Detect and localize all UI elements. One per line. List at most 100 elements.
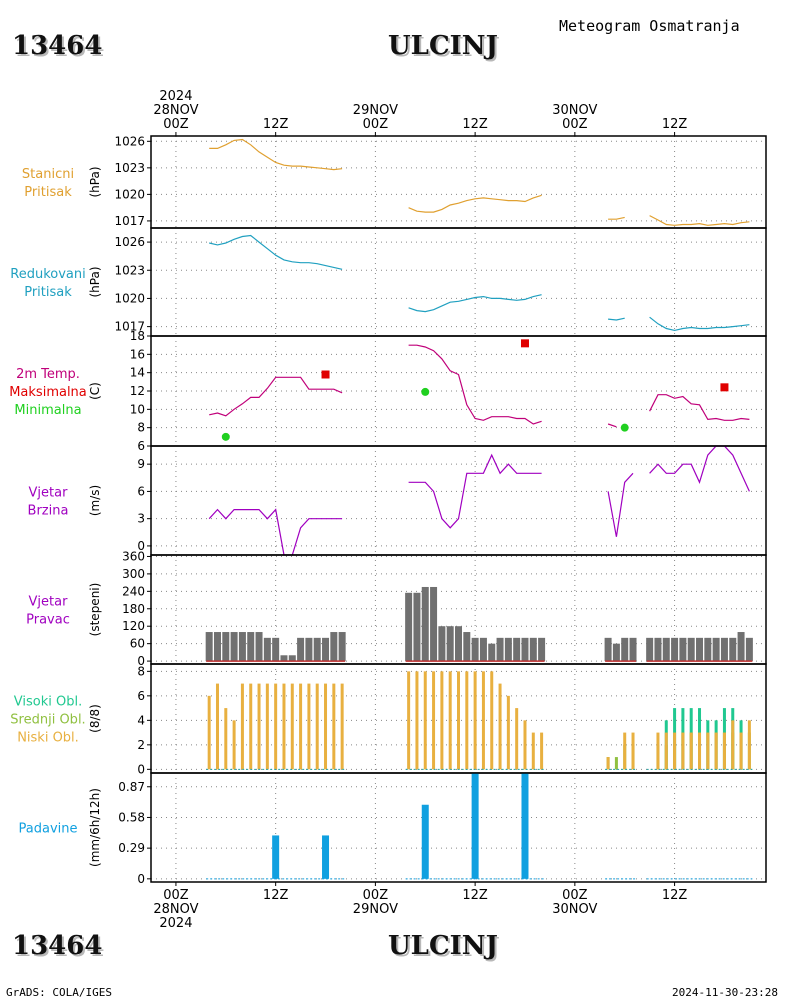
panel-redukovani: 1017 1020 1023 1026 (hPa)Redukovani Pritisak bbox=[10, 227, 767, 337]
panel-label: Maksimalna bbox=[9, 385, 87, 400]
vjetar_pravac-bar bbox=[438, 626, 446, 662]
y-tick-label: 0.87 bbox=[118, 780, 145, 794]
footer-station-name: ULCINJ bbox=[388, 931, 498, 961]
panel-label: Pritisak bbox=[24, 285, 72, 300]
vjetar_pravac-bar bbox=[704, 637, 712, 662]
oblacnost-bar bbox=[656, 732, 660, 770]
vjetar_pravac-bar bbox=[263, 637, 271, 662]
y-axis-label: (hPa) bbox=[88, 166, 102, 197]
panel-padavine: 0 0.29 0.58 0.87 (mm/6h/12h) Padavine bbox=[19, 772, 767, 886]
panel-vjetar_pravac: 0 60 120 180 240 300 360 (stepeni) Vjetar Pravac bbox=[26, 549, 767, 668]
oblacnost-bar bbox=[440, 671, 444, 770]
panel-label: Visoki Obl. bbox=[14, 695, 82, 710]
time-axis-label: 28NOV bbox=[153, 902, 198, 917]
vjetar_pravac-bar bbox=[238, 632, 246, 662]
oblacnost-bar bbox=[332, 683, 336, 770]
oblacnost-bar bbox=[706, 732, 710, 770]
y-tick-label: 4 bbox=[137, 713, 145, 727]
oblacnost-bar bbox=[232, 720, 236, 770]
vjetar_pravac-bar bbox=[521, 637, 529, 662]
panel-frame bbox=[150, 135, 767, 229]
vjetar_pravac-bar bbox=[604, 637, 612, 662]
vjetar_pravac-bar bbox=[621, 637, 629, 662]
time-axis-label: 28NOV bbox=[153, 103, 198, 118]
redukovani-series-line bbox=[408, 294, 542, 313]
oblacnost-bar bbox=[299, 683, 303, 770]
y-tick-label: 180 bbox=[122, 602, 145, 616]
y-tick-label: 12 bbox=[130, 384, 145, 398]
oblacnost-bar bbox=[631, 732, 635, 770]
panel-label: Pritisak bbox=[24, 185, 72, 200]
y-axis-label: (C) bbox=[88, 382, 102, 400]
vjetar_pravac-bar bbox=[538, 637, 546, 662]
y-tick-label: 3 bbox=[137, 512, 145, 526]
y-tick-label: 1023 bbox=[114, 263, 145, 277]
vjetar_pravac-bar bbox=[737, 632, 745, 662]
time-axis-label: 00Z bbox=[363, 117, 389, 132]
oblacnost-bar bbox=[515, 708, 519, 770]
panel-label: Stanicni bbox=[22, 167, 74, 182]
vjetar_pravac-bar bbox=[421, 586, 429, 662]
vjetar_pravac-bar bbox=[629, 637, 637, 662]
y-tick-label: 14 bbox=[130, 366, 145, 380]
y-tick-label: 120 bbox=[122, 619, 145, 633]
vjetar_pravac-bar bbox=[222, 632, 230, 662]
y-tick-label: 1017 bbox=[114, 214, 145, 228]
station-id-shadow: 13464 bbox=[14, 33, 104, 63]
oblacnost-bar bbox=[215, 683, 219, 770]
y-tick-label: 1020 bbox=[114, 291, 145, 305]
station-name-shadow: ULCINJ bbox=[390, 33, 500, 63]
panel-frame bbox=[150, 772, 767, 883]
y-tick-label: 9 bbox=[137, 457, 145, 471]
y-tick-label: 0 bbox=[137, 539, 145, 553]
y-tick-label: 16 bbox=[130, 347, 145, 361]
padavine-bar bbox=[272, 835, 280, 879]
oblacnost-bar bbox=[465, 671, 469, 770]
oblacnost-bar bbox=[739, 732, 743, 770]
y-tick-label: 240 bbox=[122, 584, 145, 598]
vjetar_pravac-bar bbox=[488, 643, 496, 662]
y-tick-label: 1020 bbox=[114, 187, 145, 201]
panels: 1017 1020 1023 1026 (hPa) Stanicni Pritisak 101… bbox=[9, 134, 767, 886]
time-axis-label: 2024 bbox=[159, 89, 192, 104]
vjetar_pravac-bar bbox=[288, 655, 296, 662]
station-name: ULCINJ bbox=[388, 31, 498, 61]
padavine-bar bbox=[421, 804, 429, 879]
redukovani-series-line bbox=[608, 317, 625, 321]
y-tick-label: 6 bbox=[137, 689, 145, 703]
oblacnost-bar bbox=[614, 757, 618, 770]
oblacnost-bar bbox=[448, 671, 452, 770]
panel-label: Pravac bbox=[26, 613, 70, 628]
timestamp-text: 2024-11-30-23:28 bbox=[672, 986, 778, 999]
oblacnost-bar bbox=[664, 732, 668, 770]
vjetar_pravac-bar bbox=[612, 643, 620, 662]
y-tick-label: 1026 bbox=[114, 235, 145, 249]
oblacnost-bar bbox=[432, 671, 436, 770]
temperatura-series-line bbox=[209, 376, 343, 417]
max-temp-point bbox=[520, 339, 529, 348]
time-axis-label: 00Z bbox=[163, 888, 189, 903]
oblacnost-bar bbox=[681, 732, 685, 770]
vjetar_pravac-bar bbox=[513, 637, 521, 662]
y-tick-label: 1017 bbox=[114, 320, 145, 334]
time-axis-label: 12Z bbox=[462, 888, 488, 903]
station-id: 13464 bbox=[12, 31, 102, 61]
min-temp-point bbox=[221, 432, 230, 441]
oblacnost-bar bbox=[249, 683, 253, 770]
footer-station-id: 13464 bbox=[12, 931, 102, 961]
footer-station-id-shadow: 13464 bbox=[14, 933, 104, 963]
oblacnost-bar bbox=[506, 695, 510, 770]
vjetar_pravac-bar bbox=[247, 632, 255, 662]
oblacnost-bar bbox=[747, 720, 751, 770]
time-axis-label: 12Z bbox=[462, 117, 488, 132]
y-tick-label: 8 bbox=[137, 421, 145, 435]
oblacnost-bar bbox=[415, 671, 419, 770]
y-tick-label: 0.58 bbox=[118, 810, 145, 824]
time-axis-label: 12Z bbox=[662, 888, 688, 903]
vjetar_pravac-bar bbox=[687, 637, 695, 662]
panel-label: Niski Obl. bbox=[17, 731, 79, 746]
footer: 13464 13464 ULCINJ ULCINJ GrADS: COLA/IG… bbox=[6, 931, 778, 999]
oblacnost-bar bbox=[423, 671, 427, 770]
y-tick-label: 1023 bbox=[114, 161, 145, 175]
vjetar_pravac-bar bbox=[430, 586, 438, 662]
